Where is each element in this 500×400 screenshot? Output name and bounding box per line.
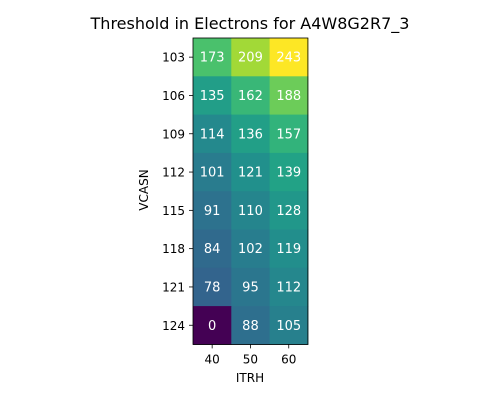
cell-value-label: 78 xyxy=(204,280,221,295)
y-tick-label: 109 xyxy=(162,127,185,141)
chart-title: Threshold in Electrons for A4W8G2R7_3 xyxy=(90,14,410,34)
y-axis-label: VCASN xyxy=(137,169,151,210)
cell-value-label: 0 xyxy=(208,319,216,334)
cell-value-label: 105 xyxy=(276,319,301,334)
y-tick-label: 106 xyxy=(162,89,185,103)
cell-value-label: 136 xyxy=(238,127,263,142)
heatmap-cells xyxy=(193,38,308,345)
cell-value-label: 102 xyxy=(238,242,263,257)
cell-value-label: 188 xyxy=(276,89,301,104)
cell-value-label: 162 xyxy=(238,89,263,104)
cell-value-label: 135 xyxy=(200,89,225,104)
cell-value-label: 243 xyxy=(276,51,301,66)
cell-value-label: 128 xyxy=(276,204,301,219)
x-axis: 40 50 60 xyxy=(205,344,297,366)
cell-value-label: 110 xyxy=(238,204,263,219)
cell-value-label: 157 xyxy=(276,127,301,142)
cell-value-label: 84 xyxy=(204,242,221,257)
y-tick-label: 115 xyxy=(162,204,185,218)
y-tick-label: 121 xyxy=(162,280,185,294)
cell-value-label: 112 xyxy=(276,280,301,295)
cell-value-label: 173 xyxy=(200,51,225,66)
cell-value-label: 209 xyxy=(238,51,263,66)
y-tick-label: 103 xyxy=(162,51,185,65)
y-axis: 103 106 109 112 115 118 121 124 xyxy=(162,51,193,333)
cell-value-label: 88 xyxy=(242,319,259,334)
x-tick-label: 40 xyxy=(205,352,220,366)
x-tick-label: 50 xyxy=(243,352,258,366)
y-tick-label: 112 xyxy=(162,166,185,180)
cell-value-label: 121 xyxy=(238,166,263,181)
x-axis-label: ITRH xyxy=(236,371,264,385)
y-tick-label: 118 xyxy=(162,242,185,256)
cell-value-label: 119 xyxy=(276,242,301,257)
cell-value-label: 114 xyxy=(200,127,225,142)
cell-value-label: 91 xyxy=(204,204,221,219)
cell-value-label: 101 xyxy=(200,166,225,181)
cell-value-label: 95 xyxy=(242,280,259,295)
y-tick-label: 124 xyxy=(162,319,185,333)
cell-value-label: 139 xyxy=(276,166,301,181)
x-tick-label: 60 xyxy=(281,352,296,366)
